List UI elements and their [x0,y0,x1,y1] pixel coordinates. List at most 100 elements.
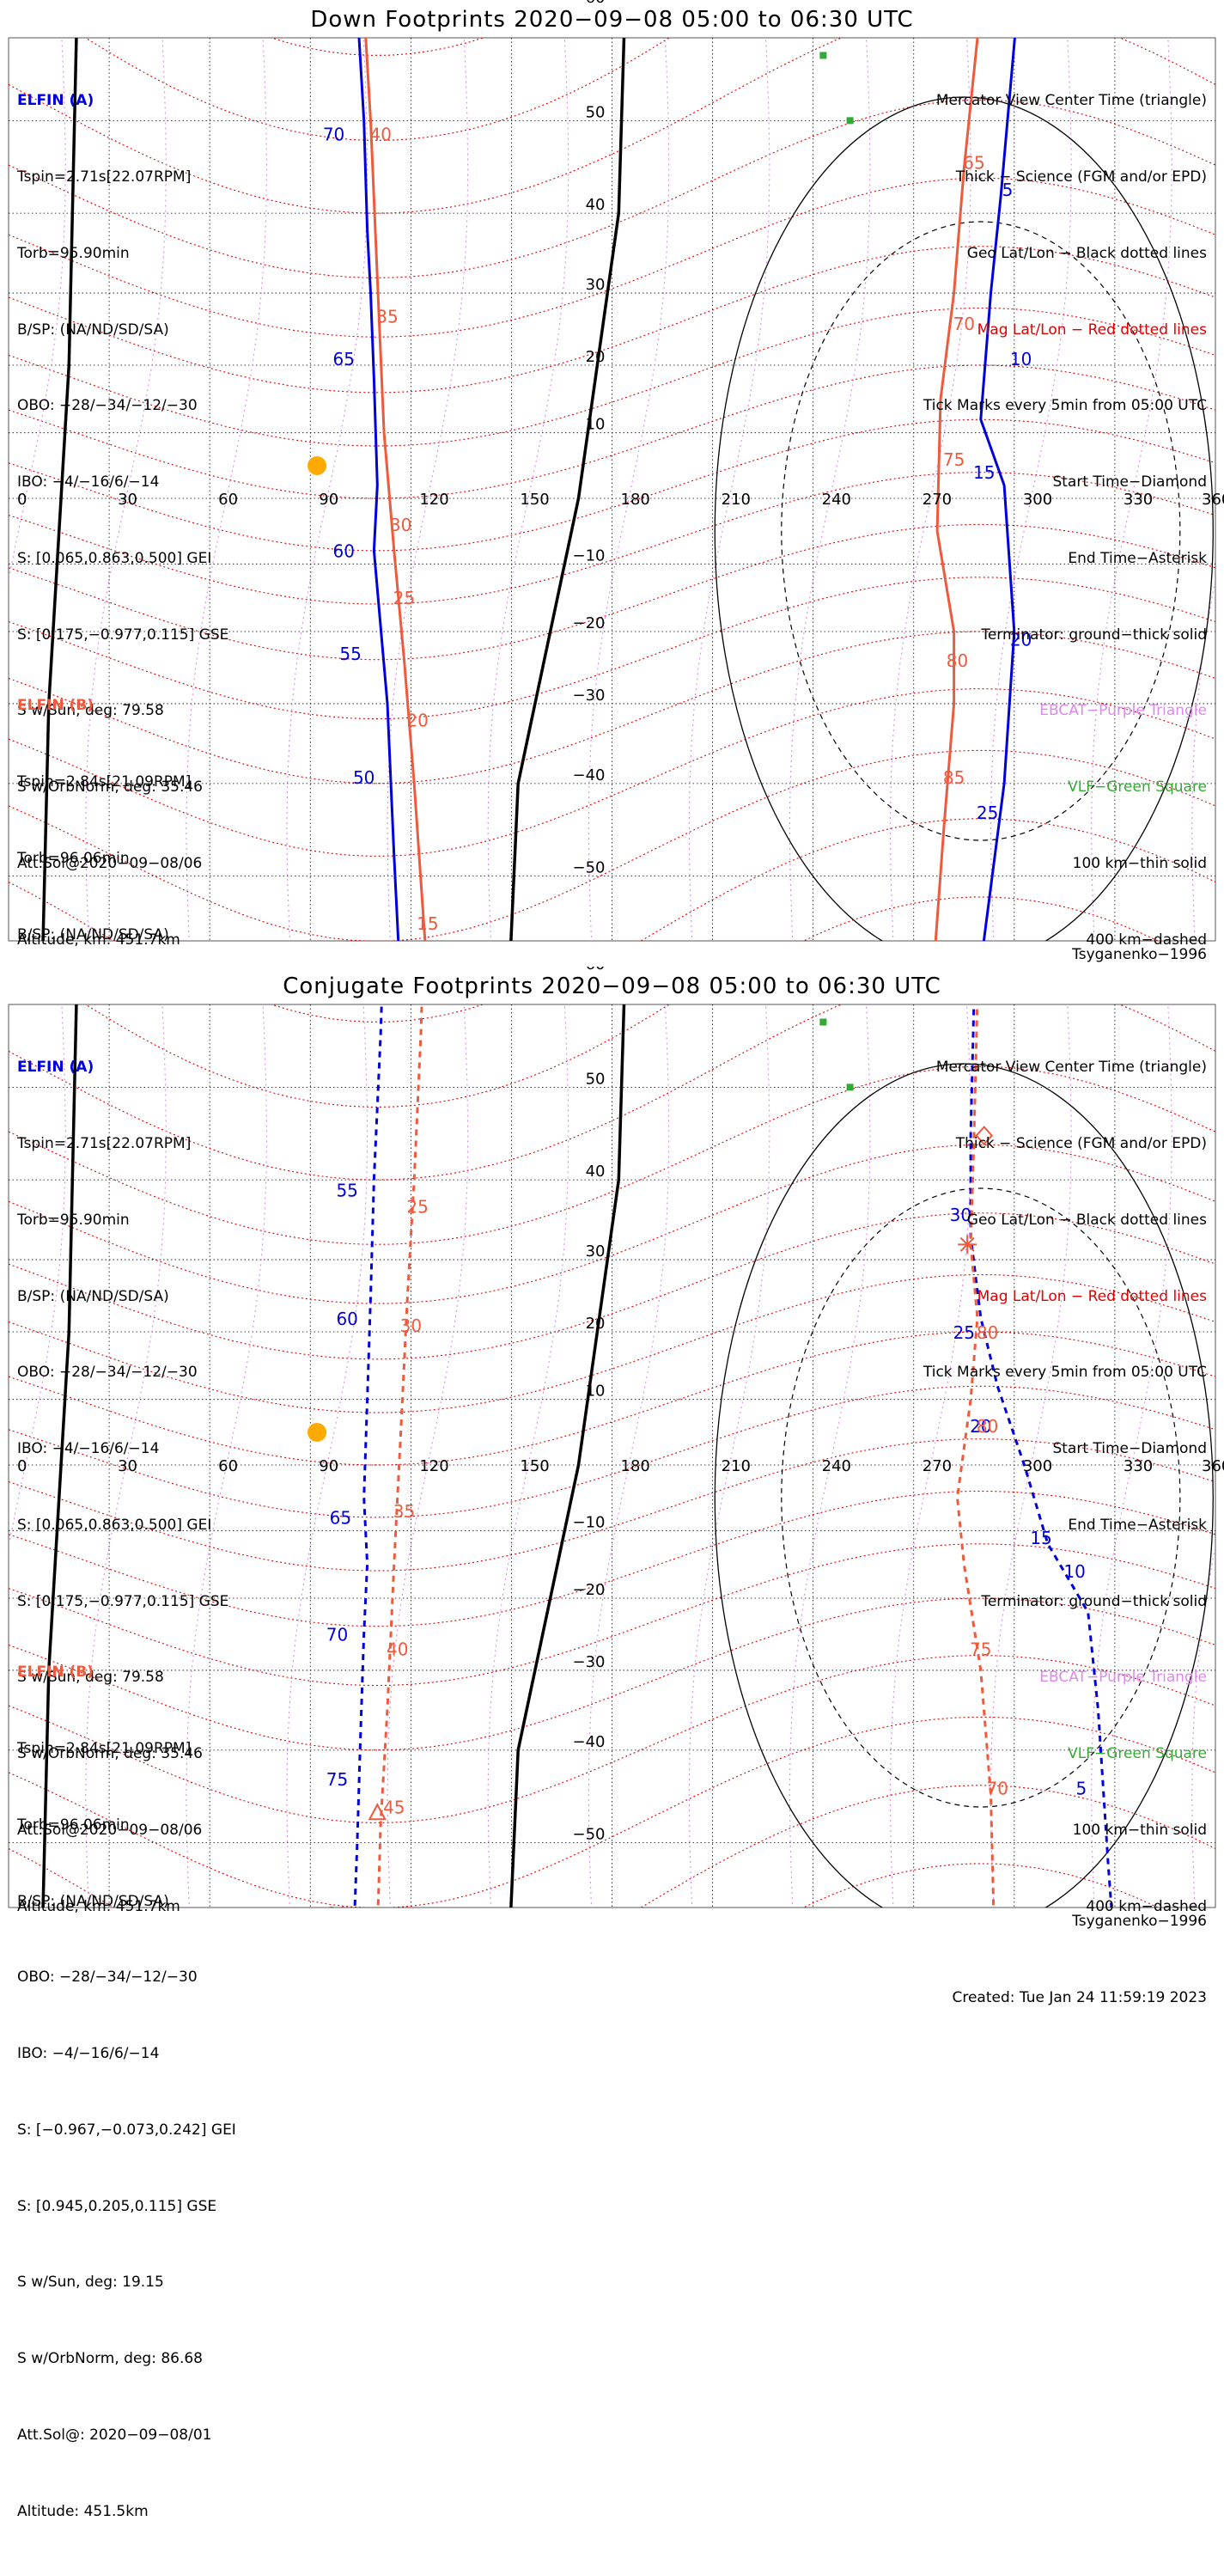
x-tick-label: 0 [17,1457,27,1475]
mag-meridian-line [85,1004,167,1908]
series-tick-label: 35 [953,982,975,1003]
legend-entry: Thick − Science (FGM and/or EPD) [955,168,1207,186]
x-tick-label: 240 [822,491,851,509]
mag-latitude-line [9,1543,1215,1687]
mag-meridian-line [789,38,871,941]
mag-latitude-line [9,1004,1215,1181]
mag-meridian-line [889,1004,971,1908]
legend-entry: Mag Lat/Lon − Red dotted lines [977,320,1207,339]
series-tick-label: 80 [977,1322,998,1343]
elfin-b-line: Tspin=2.84s[21.09RPM] [17,772,192,791]
mag-latitude-line [9,1331,1215,1466]
y-tick-label: 60 [586,967,606,974]
series-tick-label: 10 [1010,349,1032,369]
legend-entry: Terminator: ground−thick solid [981,1592,1207,1610]
mag-latitude-line [9,1065,1215,1245]
elfin-a-header: ELFIN (A) [17,92,94,110]
elfin-b-line: Att.Sol@: 2020−09−08/01 [17,2426,212,2444]
mag-meridian-line [688,38,770,941]
elfin-b-line: Torb=96.06min [17,1816,130,1834]
x-tick-label: 30 [118,1457,137,1475]
vlf-station-square [846,1084,854,1091]
vlf-station-square [183,995,190,1002]
elfin-b-line: S w/Sun, deg: 19.15 [17,2274,164,2292]
x-tick-label: 180 [621,491,650,509]
series-tick-label: 25 [977,803,998,823]
series-tick-label: 5 [1002,180,1014,200]
series-tick-label: 75 [326,1769,348,1790]
series-tick-label: 50 [353,767,375,788]
legend-entry: EBCAT−Purple Triangle [1039,1669,1207,1687]
elfin-b-line: S: [0.945,0.205,0.115] GSE [17,2197,217,2215]
x-tick-label: 120 [419,1457,448,1475]
elfin-a-header: ELFIN (A) [17,1059,94,1077]
y-tick-label: 60 [586,0,606,7]
elfin-a-line: Torb=95.90min [17,244,130,262]
mag-meridian-line [487,38,569,941]
terminator-line [41,1004,78,1908]
model-label: Tsyganenko−1996 [1072,1913,1207,1931]
elfin-a-line: S: [0.065,0.863,0.500] GEI [17,1516,212,1534]
terminator-line [1189,0,1215,6]
x-tick-label: 300 [1023,1457,1052,1475]
fov-100km [714,96,1214,941]
mag-meridian-line [990,1004,1072,1908]
legend-entry: EBCAT−Purple Triangle [1039,702,1207,720]
vlf-station-square [183,28,190,35]
elfin-a-info: ELFIN (A) Tspin=2.71s[22.07RPM] Torb=95.… [17,1004,228,1971]
mag-meridian-line [9,38,66,583]
x-tick-label: 360 [1202,1457,1224,1475]
mag-meridian-line [588,1004,670,1908]
series-tick-label: 85 [943,767,965,788]
elfin-a-line: IBO: −4/−16/6/−14 [17,473,160,491]
model-label: Tsyganenko−1996 [1072,946,1207,964]
fov-100km [714,1063,1214,1908]
elfin-a-line: OBO: −28/−34/−12/−30 [17,397,198,415]
series-line [364,38,427,941]
elfin-b-line: S: [−0.967,−0.073,0.242] GEI [17,2121,236,2139]
mag-meridian-line [789,1004,871,1908]
map-layer: 8075706560555045510152025304540353025201… [9,0,1215,941]
mag-latitude-line [9,38,1215,214]
mag-latitude-line [9,1273,1215,1413]
legend-entry: Thick − Science (FGM and/or EPD) [955,1134,1207,1152]
series-line [969,1004,1113,1908]
series-tick-label: 35 [376,306,398,327]
elfin-b-line: B/SP: (NA/ND/SD/SA) [17,925,169,943]
elfin-b-line: OBO: −28/−34/−12/−30 [17,1969,198,1987]
legend-entry: Mag Lat/Lon − Red dotted lines [977,1287,1207,1305]
legend-entry: End Time−Asterisk [1068,1516,1207,1534]
series-tick-label: 15 [1030,1528,1051,1548]
series-tick-label: 70 [323,125,344,145]
series-tick-label: 65 [963,153,984,174]
x-tick-label: 60 [218,491,238,509]
mag-meridian-line [286,38,368,941]
series-tick-label: 75 [943,449,965,470]
series-tick-label: 30 [950,1205,971,1225]
mag-latitude-line [9,631,1215,784]
x-tick-label: 270 [923,491,952,509]
elfin-b-header: ELFIN (B) [17,697,94,715]
series-tick-label: 25 [406,1197,428,1218]
series-tick-label: 30 [390,515,411,535]
mag-latitude-line [9,246,1215,394]
elfin-b-line: Torb=96.06min [17,849,130,867]
legend-entry: Tick Marks every 5min from 05:00 UTC [923,1364,1207,1382]
elfin-b-line: IBO: −4/−16/6/−14 [17,2045,160,2063]
end-time-asterisk [958,1235,977,1254]
legend-entry: Geo Lat/Lon − Black dotted lines [966,244,1207,262]
vlf-station-square [819,1018,827,1026]
elfin-a-line: B/SP: (NA/ND/SD/SA) [17,1287,169,1305]
elfin-a-line: OBO: −28/−34/−12/−30 [17,1364,198,1382]
series-tick-label: 80 [326,1903,348,1924]
mag-latitude-line [9,99,1215,278]
elfin-a-line: Att.Sol@2020−09−08/06 [17,855,203,872]
y-tick-label: −50 [573,859,606,877]
legend-entry: Start Time−Diamond [1052,1440,1207,1458]
series-tick-label: 45 [383,1797,405,1817]
legend: Mercator View Center Time (triangle) Thi… [923,38,1207,1004]
elfin-b-line: S w/OrbNorm, deg: 86.68 [17,2350,204,2368]
legend-entry: Mercator View Center Time (triangle) [935,1059,1207,1077]
mag-latitude-line [9,364,1215,499]
x-tick-label: 90 [319,1457,338,1475]
